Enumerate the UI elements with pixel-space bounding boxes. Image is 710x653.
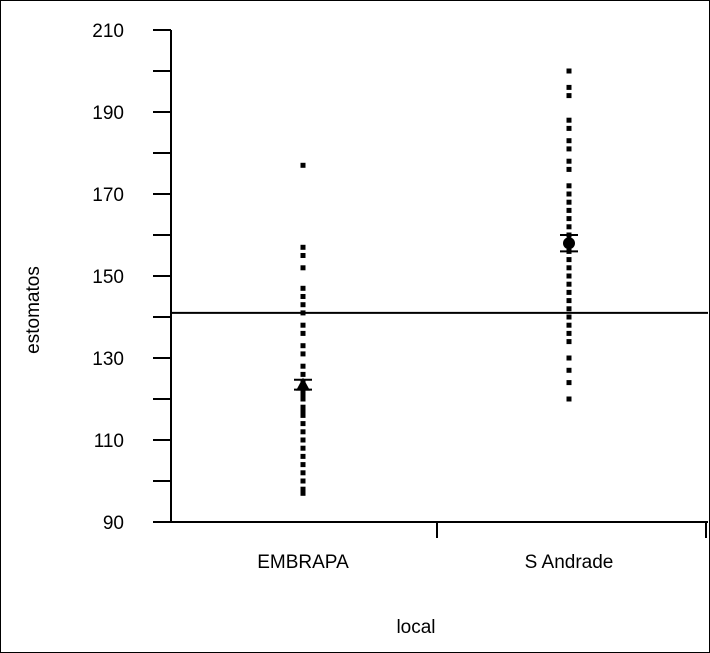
data-point bbox=[300, 490, 306, 496]
y-tick-label: 130 bbox=[92, 349, 124, 370]
data-point bbox=[300, 162, 306, 168]
y-tick-labels: 90 110 130 150 170 190 210 bbox=[92, 21, 124, 534]
data-point bbox=[300, 265, 306, 271]
data-point bbox=[566, 183, 572, 189]
y-tick-label: 190 bbox=[92, 103, 124, 124]
data-point bbox=[566, 191, 572, 197]
mean-marker-triangle bbox=[296, 377, 310, 391]
data-point bbox=[566, 199, 572, 205]
category-label: S Andrade bbox=[525, 552, 614, 573]
data-point bbox=[566, 216, 572, 222]
data-point bbox=[566, 273, 572, 279]
data-point bbox=[566, 68, 572, 74]
data-point bbox=[300, 310, 306, 316]
data-point bbox=[566, 257, 572, 263]
data-point bbox=[300, 437, 306, 443]
y-tick-label: 210 bbox=[92, 21, 124, 42]
data-point bbox=[566, 146, 572, 152]
y-tick-label: 90 bbox=[103, 513, 124, 534]
data-point bbox=[300, 343, 306, 349]
y-tick-label: 150 bbox=[92, 267, 124, 288]
plot-area bbox=[171, 30, 708, 522]
data-point bbox=[300, 363, 306, 369]
data-point bbox=[566, 158, 572, 164]
data-point bbox=[566, 306, 572, 312]
data-point bbox=[566, 166, 572, 172]
x-axis bbox=[171, 521, 708, 538]
data-point bbox=[300, 429, 306, 435]
data-point bbox=[300, 478, 306, 484]
data-point bbox=[566, 380, 572, 386]
data-point bbox=[300, 396, 306, 402]
data-point bbox=[566, 224, 572, 230]
x-axis-title: local bbox=[396, 617, 435, 638]
x-category-labels: EMBRAPA S Andrade bbox=[257, 552, 613, 573]
data-point bbox=[300, 253, 306, 258]
data-point bbox=[566, 265, 572, 271]
data-point bbox=[300, 445, 306, 451]
data-point bbox=[300, 453, 306, 459]
data-point bbox=[566, 84, 572, 90]
data-point bbox=[300, 302, 306, 308]
data-point bbox=[566, 322, 572, 328]
data-point bbox=[300, 392, 306, 398]
data-point bbox=[300, 285, 306, 291]
y-axis-title: estomatos bbox=[23, 266, 44, 354]
data-point bbox=[566, 125, 572, 131]
data-point bbox=[566, 396, 572, 402]
category-label: EMBRAPA bbox=[257, 552, 349, 573]
data-point bbox=[566, 93, 572, 99]
mean-marker-circle bbox=[563, 237, 575, 250]
data-point bbox=[300, 408, 306, 414]
data-point bbox=[300, 351, 306, 357]
data-point bbox=[566, 289, 572, 295]
data-point bbox=[566, 367, 572, 373]
data-point bbox=[566, 207, 572, 213]
y-axis bbox=[153, 29, 172, 523]
data-point bbox=[300, 330, 306, 336]
data-point bbox=[300, 404, 306, 410]
mean-markers bbox=[294, 234, 578, 391]
data-point bbox=[566, 281, 572, 287]
data-point bbox=[300, 462, 306, 468]
data-point bbox=[566, 138, 572, 144]
data-point bbox=[300, 486, 306, 492]
data-point bbox=[566, 330, 572, 336]
data-point bbox=[300, 244, 306, 250]
y-tick-label: 170 bbox=[92, 185, 124, 206]
data-point bbox=[300, 294, 306, 299]
data-point bbox=[566, 339, 572, 345]
data-point bbox=[566, 355, 572, 361]
data-point bbox=[566, 298, 572, 304]
data-point bbox=[300, 412, 306, 418]
data-point bbox=[300, 421, 306, 427]
data-point bbox=[300, 388, 306, 394]
data-point bbox=[300, 322, 306, 328]
data-point bbox=[566, 314, 572, 320]
data-point bbox=[300, 371, 306, 377]
data-point bbox=[300, 470, 306, 476]
y-tick-label: 110 bbox=[94, 431, 124, 452]
data-point bbox=[566, 117, 572, 123]
